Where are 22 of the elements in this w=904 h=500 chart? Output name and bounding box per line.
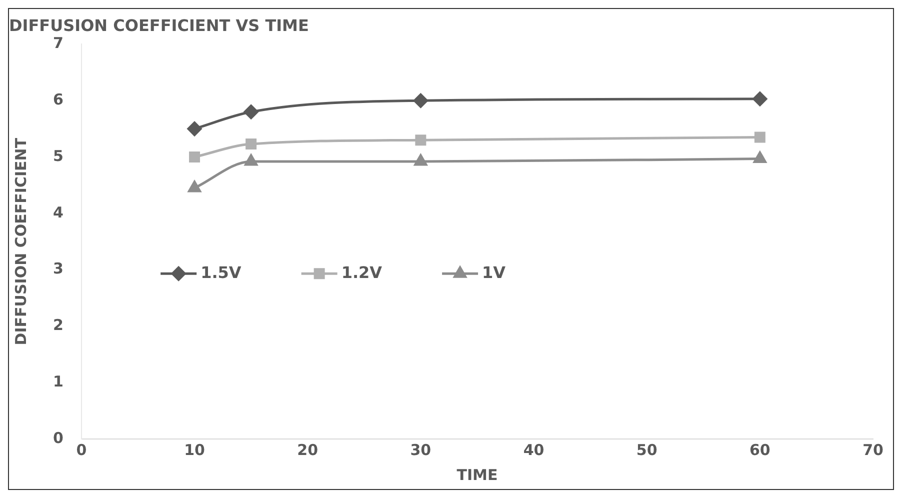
y-tick-label: 7: [53, 34, 64, 52]
x-tick-label: 50: [636, 440, 658, 459]
x-tick-label: 30: [410, 440, 432, 459]
legend-label: 1.2V: [341, 262, 383, 282]
legend-label: 1.5V: [200, 262, 242, 282]
x-tick-label: 20: [297, 440, 318, 459]
y-tick-label: 0: [53, 428, 64, 447]
y-tick-label: 3: [53, 260, 64, 278]
chart-title: DIFFUSION COEFFICIENT VS TIME: [9, 16, 309, 35]
y-tick-label: 6: [53, 90, 64, 108]
y-axis-title: DIFFUSION COEFFICIENT: [12, 137, 30, 346]
x-tick-label: 40: [523, 440, 544, 459]
y-tick-label: 2: [53, 316, 64, 334]
x-axis-title: TIME: [456, 466, 498, 484]
y-tick-label: 5: [53, 146, 64, 165]
x-tick-label: 70: [862, 440, 884, 459]
x-tick-label: 10: [184, 440, 205, 459]
legend-label: 1V: [482, 262, 506, 282]
y-tick-label: 1: [53, 372, 64, 390]
y-tick-label: 4: [53, 203, 64, 222]
x-tick-label: 60: [749, 440, 770, 459]
x-tick-label: 0: [76, 440, 87, 459]
